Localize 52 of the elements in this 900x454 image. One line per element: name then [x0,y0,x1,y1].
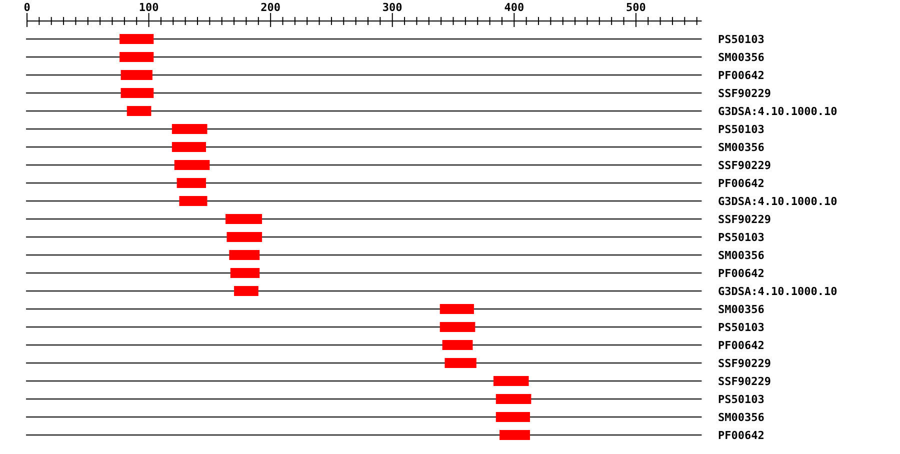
y-tick-label: G3DSA:4.10.1000.10 [718,194,838,208]
bar [172,142,206,152]
y-tick-label: PF00642 [718,266,764,280]
bar [230,268,260,278]
y-tick-label: SSF90229 [718,212,771,226]
bar [126,106,152,116]
y-tick-label: G3DSA:4.10.1000.10 [718,104,838,118]
y-tick-label: SM00356 [718,248,765,262]
x-tick-label: 0 [24,1,30,14]
bar [226,232,262,242]
y-tick-label: PS50103 [718,32,764,46]
bar [120,88,154,98]
y-tick-label: SSF90229 [718,374,771,388]
x-tick-label: 500 [626,1,646,14]
y-tick-label: SM00356 [718,302,765,316]
y-tick-label: PS50103 [718,392,764,406]
y-tick-label: SM00356 [718,50,765,64]
bar [496,394,532,404]
bar [442,340,473,350]
bar [179,196,208,206]
y-tick-label: G3DSA:4.10.1000.10 [718,284,838,298]
y-tick-label: SSF90229 [718,356,771,370]
bar [444,358,476,368]
y-tick-label: SSF90229 [718,158,771,172]
bar [120,70,152,80]
bar [172,124,208,134]
y-tick-label: SSF90229 [718,86,771,100]
y-tick-label: PF00642 [718,428,764,442]
bar [493,376,529,386]
x-tick-label: 200 [260,1,281,14]
bar [496,412,530,422]
bar [120,52,154,62]
y-tick-label: PS50103 [718,320,764,334]
bar [229,250,260,260]
x-tick-label: 300 [382,1,402,14]
y-tick-label: PS50103 [718,122,764,136]
bar [440,322,476,332]
bar [120,34,154,44]
x-tick-label: 400 [504,1,524,14]
bar [226,214,262,224]
bar [176,178,206,188]
y-tick-label: SM00356 [718,140,765,154]
y-tick-label: PF00642 [718,338,764,352]
bar [174,160,210,170]
y-tick-label: PF00642 [718,68,764,82]
bar [234,286,258,296]
x-tick-label: 100 [138,1,159,14]
y-tick-label: SM00356 [718,410,765,424]
y-tick-label: PF00642 [718,176,764,190]
bar [440,304,474,314]
bar [500,430,530,440]
y-tick-label: PS50103 [718,230,764,244]
